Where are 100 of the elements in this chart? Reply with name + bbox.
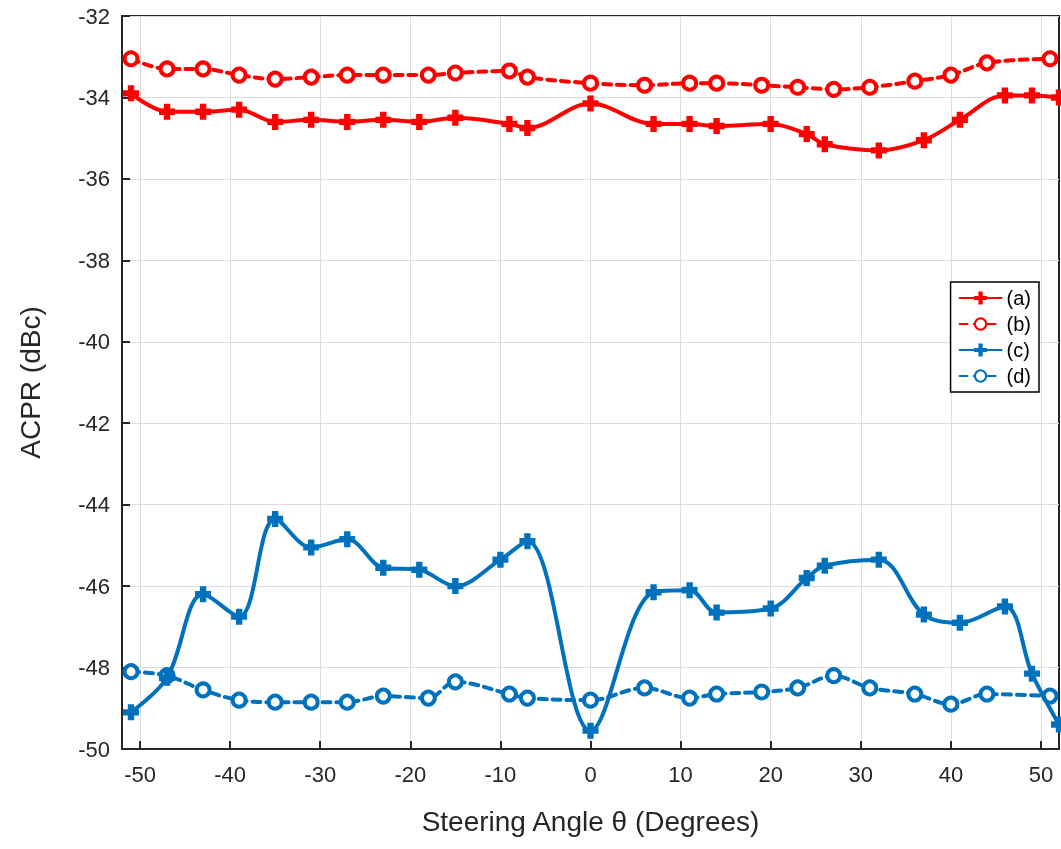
y-tick-label: -40 xyxy=(78,329,110,355)
point xyxy=(501,115,518,132)
y-tick-label: -44 xyxy=(78,492,110,518)
point xyxy=(762,600,779,617)
point xyxy=(978,54,996,72)
x-axis-title: Steering Angle θ (Degrees) xyxy=(421,805,760,837)
y-tick-label: -36 xyxy=(78,166,110,192)
x-tick-label: -40 xyxy=(214,761,247,787)
point xyxy=(645,115,662,132)
y-axis-title: ACPR (dBc) xyxy=(14,306,46,459)
point xyxy=(122,50,140,68)
point xyxy=(419,66,437,84)
point xyxy=(915,606,932,623)
point xyxy=(266,693,284,711)
point xyxy=(951,614,968,631)
point xyxy=(798,569,815,586)
legend-label: (c) xyxy=(1006,339,1030,361)
point xyxy=(339,531,356,548)
point xyxy=(753,76,771,94)
point xyxy=(825,667,843,685)
point xyxy=(231,101,248,118)
point xyxy=(582,722,599,739)
point xyxy=(645,584,662,601)
point xyxy=(582,95,599,112)
point xyxy=(194,60,212,78)
point xyxy=(302,693,320,711)
x-tick-label: 50 xyxy=(1028,761,1054,787)
point xyxy=(500,62,518,80)
point xyxy=(158,60,176,78)
point xyxy=(582,74,599,92)
point xyxy=(500,685,518,703)
point xyxy=(951,111,968,128)
point xyxy=(230,691,248,709)
legend-label: (a) xyxy=(1006,287,1032,309)
point xyxy=(339,113,356,130)
point xyxy=(123,85,140,102)
point xyxy=(789,679,807,697)
point xyxy=(446,673,464,691)
point xyxy=(753,683,771,701)
point xyxy=(906,72,924,90)
point xyxy=(374,66,392,84)
x-tick-label: 30 xyxy=(848,761,874,787)
point xyxy=(762,115,779,132)
point xyxy=(798,126,815,143)
point xyxy=(338,693,356,711)
point xyxy=(636,679,654,697)
point xyxy=(419,689,437,707)
point xyxy=(861,679,879,697)
point xyxy=(411,561,428,578)
point xyxy=(267,510,284,527)
point xyxy=(303,111,320,128)
point xyxy=(816,136,833,153)
point xyxy=(375,111,392,128)
point xyxy=(447,578,464,595)
point xyxy=(231,608,248,625)
point xyxy=(519,533,536,550)
point xyxy=(996,598,1013,615)
point xyxy=(303,539,320,556)
y-tick-label: -38 xyxy=(78,247,110,273)
y-tick-label: -32 xyxy=(78,3,110,29)
y-tick-label: -42 xyxy=(78,410,110,436)
point xyxy=(447,109,464,126)
point xyxy=(870,142,887,159)
point xyxy=(194,681,212,699)
legend-label: (b) xyxy=(1006,313,1032,335)
point xyxy=(1023,87,1040,104)
point xyxy=(789,78,807,96)
point xyxy=(861,78,879,96)
point xyxy=(492,551,509,568)
point xyxy=(230,66,248,84)
point xyxy=(518,689,536,707)
point xyxy=(906,685,924,703)
point xyxy=(122,663,140,681)
point xyxy=(267,113,284,130)
point xyxy=(636,76,654,94)
point xyxy=(816,557,833,574)
point xyxy=(446,64,464,82)
y-tick-label: -34 xyxy=(78,84,110,110)
point xyxy=(942,695,960,713)
point xyxy=(681,689,699,707)
point xyxy=(159,103,176,120)
point xyxy=(195,586,212,603)
point xyxy=(1023,665,1040,682)
y-tick-label: -50 xyxy=(78,736,110,762)
point xyxy=(870,551,887,568)
point xyxy=(518,68,536,86)
legend-label: (d) xyxy=(1006,365,1032,387)
point xyxy=(582,691,599,709)
point xyxy=(942,66,960,84)
point xyxy=(708,685,726,703)
x-tick-label: -30 xyxy=(304,761,337,787)
point xyxy=(708,604,725,621)
point xyxy=(195,103,212,120)
point xyxy=(338,66,356,84)
point xyxy=(915,132,932,149)
point xyxy=(996,87,1013,104)
point xyxy=(519,119,536,136)
x-tick-label: 10 xyxy=(668,761,693,787)
point xyxy=(681,115,698,132)
x-tick-label: -50 xyxy=(124,761,156,787)
